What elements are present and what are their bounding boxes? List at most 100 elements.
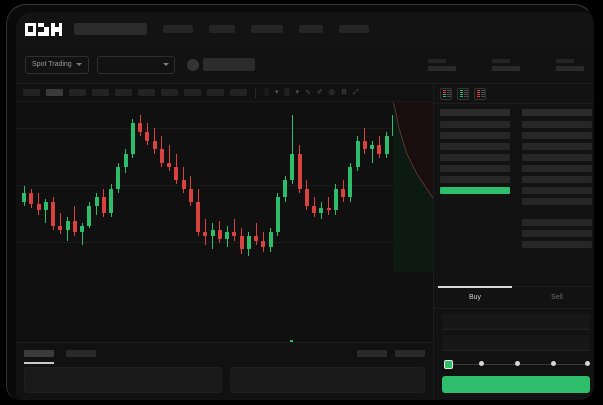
- table-row[interactable]: [440, 132, 510, 139]
- table-row[interactable]: [522, 241, 592, 248]
- chevron-down-icon-pair: [162, 63, 169, 66]
- tab-sell[interactable]: Sell: [551, 294, 563, 301]
- table-row[interactable]: [522, 176, 592, 183]
- buy-sell-tabs: Buy Sell: [434, 286, 593, 309]
- chevron-down-icon[interactable]: ▾: [274, 89, 279, 96]
- timeframe-button-3[interactable]: [69, 89, 86, 96]
- amount-slider[interactable]: [444, 359, 591, 369]
- price-field[interactable]: [442, 314, 590, 330]
- nav-item-3[interactable]: [251, 25, 283, 33]
- pair-select[interactable]: [96, 55, 175, 74]
- bottom-tab-orders[interactable]: [24, 349, 54, 364]
- pair-name-label: [202, 58, 255, 71]
- settings-icon[interactable]: ⚙: [340, 89, 348, 96]
- timeframe-button-5[interactable]: [115, 89, 132, 96]
- top-navigation-bar: [16, 12, 593, 46]
- candlestick-icon[interactable]: ░: [264, 89, 269, 96]
- table-row[interactable]: [440, 176, 510, 183]
- orderbook-highlight-row[interactable]: [440, 187, 510, 194]
- stat-label-1: [428, 58, 446, 63]
- table-row[interactable]: [440, 165, 510, 172]
- table-row[interactable]: [522, 230, 592, 237]
- bottom-action-2[interactable]: [395, 349, 425, 357]
- timeframe-button-8[interactable]: [184, 89, 201, 96]
- both-icon[interactable]: [440, 87, 452, 100]
- bottom-action-1[interactable]: [357, 349, 387, 357]
- trade-column: Buy Sell: [433, 84, 593, 400]
- tab-buy[interactable]: Buy: [434, 286, 516, 308]
- toolbar-divider: [255, 87, 256, 98]
- stat-label-2: [492, 58, 510, 63]
- submit-buy-button[interactable]: [442, 376, 590, 393]
- price-chart[interactable]: [16, 102, 433, 342]
- orderbook: [434, 104, 593, 286]
- logo-glyph-k: [38, 22, 49, 36]
- trading-mode-label: Spot Trading: [32, 61, 72, 68]
- timeframe-button-6[interactable]: [138, 89, 155, 96]
- buy-only-icon[interactable]: [457, 87, 469, 100]
- nav-item-1[interactable]: [163, 25, 193, 33]
- orderbook-left-column: [434, 104, 516, 286]
- table-row[interactable]: [522, 154, 592, 161]
- timeframe-button-1[interactable]: [23, 89, 40, 96]
- table-row[interactable]: [522, 165, 592, 172]
- bottom-actions: [357, 349, 425, 357]
- table-row[interactable]: [440, 121, 510, 128]
- table-row[interactable]: [522, 219, 592, 226]
- table-row[interactable]: [522, 198, 592, 205]
- amount-field[interactable]: [442, 335, 590, 351]
- timeframe-button-9[interactable]: [207, 89, 224, 96]
- fullscreen-icon[interactable]: ⤢: [353, 89, 359, 96]
- orderbook-right-header: [522, 109, 592, 116]
- camera-icon[interactable]: ◎: [328, 89, 335, 96]
- okx-logo[interactable]: [25, 22, 62, 36]
- stat-value-3: [556, 65, 584, 71]
- bottom-tab-positions[interactable]: [66, 349, 96, 357]
- slider-stop-100[interactable]: [585, 361, 591, 366]
- assets-panel[interactable]: [230, 367, 425, 393]
- market-info-bar: Spot Trading: [16, 46, 593, 84]
- timeframe-button-2[interactable]: [46, 89, 63, 96]
- nav-item-4[interactable]: [299, 25, 323, 33]
- chart-gridline-1: [16, 128, 433, 129]
- stat-block-2: [492, 58, 520, 71]
- table-row[interactable]: [440, 143, 510, 150]
- candlestick-series: [22, 106, 427, 342]
- table-row[interactable]: [522, 187, 592, 194]
- logo-glyph-o: [25, 22, 36, 36]
- timeframe-button-7[interactable]: [161, 89, 178, 96]
- trading-mode-dropdown[interactable]: Spot Trading: [25, 55, 89, 74]
- chart-column: ░ ▾ ▒ ▾ ∿ ✐ ◎ ⚙ ⤢: [16, 84, 433, 400]
- orders-panel[interactable]: [24, 367, 223, 393]
- nav-item-5[interactable]: [339, 25, 369, 33]
- table-row[interactable]: [522, 121, 592, 128]
- slider-handle[interactable]: [444, 359, 453, 369]
- depth-overlay: [393, 102, 433, 272]
- stat-value-2: [492, 65, 520, 71]
- market-stats: [428, 58, 593, 71]
- table-row[interactable]: [522, 143, 592, 150]
- chevron-down-icon: [75, 63, 82, 66]
- logo-glyph-x: [51, 22, 62, 36]
- bottom-tab-row: [16, 343, 433, 364]
- stat-label-3: [556, 58, 574, 63]
- chart-toolbar: ░ ▾ ▒ ▾ ∿ ✐ ◎ ⚙ ⤢: [16, 84, 433, 102]
- slider-stop-75[interactable]: [550, 361, 556, 366]
- chevron-down-icon-2[interactable]: ▾: [295, 89, 299, 96]
- slider-stop-50[interactable]: [514, 361, 520, 366]
- sell-only-icon[interactable]: [474, 87, 486, 100]
- timeframe-button-10[interactable]: [230, 89, 247, 96]
- orderbook-view-tabs: [434, 84, 593, 104]
- app-screen: Spot Trading: [16, 12, 593, 400]
- trendline-icon[interactable]: ∿: [304, 89, 311, 96]
- timeframe-button-4[interactable]: [92, 89, 109, 96]
- search-input[interactable]: [74, 23, 147, 35]
- pencil-icon[interactable]: ✐: [316, 89, 323, 96]
- table-row[interactable]: [522, 132, 592, 139]
- nav-item-2[interactable]: [209, 25, 235, 33]
- table-row[interactable]: [440, 154, 510, 161]
- main-content: ░ ▾ ▒ ▾ ∿ ✐ ◎ ⚙ ⤢: [16, 84, 593, 400]
- slider-stop-25[interactable]: [478, 361, 484, 366]
- indicators-icon[interactable]: ▒: [284, 89, 290, 96]
